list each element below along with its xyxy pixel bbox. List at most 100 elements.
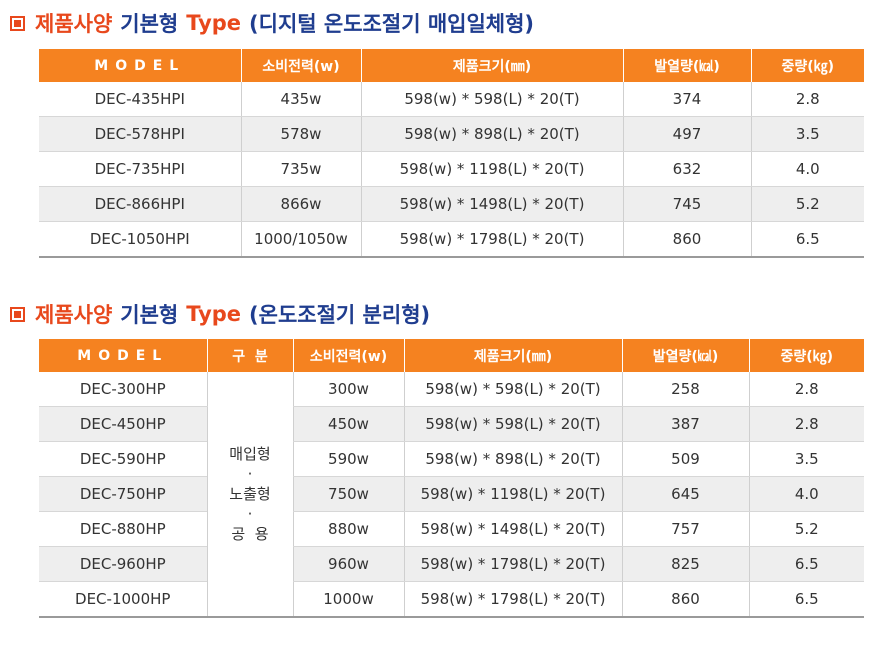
table-row: DEC-435HPI 435w 598(w) * 598(L) * 20(T) 374… <box>39 82 864 117</box>
heat-cell: 632 <box>622 151 751 187</box>
weight-cell: 2.8 <box>748 406 864 442</box>
power-cell: 960w <box>292 546 404 582</box>
heat-cell: 374 <box>622 82 751 117</box>
model-cell: DEC-435HPI <box>39 82 241 117</box>
size-cell: 598(w) * 1198(L) * 20(T) <box>403 476 622 512</box>
square-bullet-icon <box>10 15 25 31</box>
weight-cell: 3.5 <box>750 116 864 152</box>
header-heat: 발열량(㎉) <box>622 49 751 82</box>
power-cell: 735w <box>240 151 361 187</box>
table-row: DEC-960HP 960w 598(w) * 1798(L) * 20(T) 825… <box>39 546 864 582</box>
table-row: DEC-866HPI 866w 598(w) * 1498(L) * 20(T) 74… <box>39 186 864 222</box>
title-part-type: Type <box>186 302 242 326</box>
size-cell: 598(w) * 1498(L) * 20(T) <box>403 511 622 547</box>
model-cell: DEC-578HPI <box>39 116 241 152</box>
title-part-basic: 기본형 <box>120 303 179 327</box>
table-row: DEC-880HP 880w 598(w) * 1498(L) * 20(T) 757… <box>39 511 864 547</box>
title-part-desc: (디지털 온도조절기 매입일체형) <box>249 12 535 36</box>
size-cell: 598(w) * 1798(L) * 20(T) <box>403 581 622 618</box>
model-cell: DEC-1050HPI <box>39 221 241 258</box>
section2-title: 제품사양 기본형 Type (온도조절기 분리형) <box>10 299 430 329</box>
table-row: DEC-450HP 450w 598(w) * 598(L) * 20(T) 387 2… <box>39 406 864 442</box>
title-part-desc: (온도조절기 분리형) <box>249 303 431 327</box>
heat-cell: 860 <box>622 221 751 258</box>
category-line: · <box>247 465 253 483</box>
header-model: MODEL <box>39 49 241 82</box>
weight-cell: 2.8 <box>748 372 864 407</box>
size-cell: 598(w) * 898(L) * 20(T) <box>403 441 622 477</box>
weight-cell: 4.0 <box>748 476 864 512</box>
header-power: 소비전력(w) <box>292 339 404 372</box>
model-cell: DEC-750HP <box>39 476 207 512</box>
size-cell: 598(w) * 598(L) * 20(T) <box>360 82 623 117</box>
power-cell: 578w <box>240 116 361 152</box>
spec-table-integrated: MODEL 소비전력(w) 제품크기(㎜) 발열량(㎉) 중량(㎏) DEC-4… <box>39 49 864 258</box>
model-cell: DEC-735HPI <box>39 151 241 187</box>
heat-cell: 860 <box>621 581 749 618</box>
header-heat: 발열량(㎉) <box>621 339 749 372</box>
table-row: DEC-578HPI 578w 598(w) * 898(L) * 20(T) 497… <box>39 116 864 152</box>
header-weight: 중량(㎏) <box>750 49 864 82</box>
model-cell: DEC-880HP <box>39 511 207 547</box>
table-row: DEC-735HPI 735w 598(w) * 1198(L) * 20(T) 63… <box>39 151 864 187</box>
model-cell: DEC-300HP <box>39 372 207 407</box>
weight-cell: 5.2 <box>748 511 864 547</box>
table-header-row: MODEL 소비전력(w) 제품크기(㎜) 발열량(㎉) 중량(㎏) <box>39 49 864 82</box>
size-cell: 598(w) * 1798(L) * 20(T) <box>360 221 623 258</box>
heat-cell: 757 <box>621 511 749 547</box>
title-part-type: Type <box>186 11 242 35</box>
heat-cell: 509 <box>621 441 749 477</box>
weight-cell: 6.5 <box>750 221 864 258</box>
power-cell: 880w <box>292 511 404 547</box>
header-size: 제품크기(㎜) <box>403 339 622 372</box>
model-cell: DEC-866HPI <box>39 186 241 222</box>
weight-cell: 4.0 <box>750 151 864 187</box>
section1-title: 제품사양 기본형 Type (디지털 온도조절기 매입일체형) <box>10 8 534 38</box>
header-power: 소비전력(w) <box>240 49 361 82</box>
table-row: DEC-300HP 매입형 · 노출형 · 공 용 300w 598(w) * 598(L) … <box>39 372 864 618</box>
table-header-row: MODEL 구 분 소비전력(w) 제품크기(㎜) 발열량(㎉) 중량(㎏) <box>39 339 864 372</box>
power-cell: 450w <box>292 406 404 442</box>
title-part-basic: 기본형 <box>120 12 179 36</box>
table-row: DEC-1050HPI 1000/1050w 598(w) * 1798(L) * … <box>39 221 864 258</box>
size-cell: 598(w) * 1798(L) * 20(T) <box>403 546 622 582</box>
size-cell: 598(w) * 598(L) * 20(T) <box>403 406 622 442</box>
model-cell: DEC-450HP <box>39 406 207 442</box>
size-cell: 598(w) * 598(L) * 20(T) <box>403 372 622 407</box>
category-line: · <box>247 505 253 523</box>
weight-cell: 6.5 <box>748 581 864 618</box>
category-line: 노출형 <box>229 485 271 503</box>
table-row: DEC-590HP 590w 598(w) * 898(L) * 20(T) 509 3… <box>39 441 864 477</box>
size-cell: 598(w) * 898(L) * 20(T) <box>360 116 623 152</box>
size-cell: 598(w) * 1198(L) * 20(T) <box>360 151 623 187</box>
heat-cell: 258 <box>621 372 749 407</box>
header-model: MODEL <box>39 339 207 372</box>
power-cell: 1000w <box>292 581 404 618</box>
model-cell: DEC-1000HP <box>39 581 207 618</box>
size-cell: 598(w) * 1498(L) * 20(T) <box>360 186 623 222</box>
weight-cell: 6.5 <box>748 546 864 582</box>
heat-cell: 825 <box>621 546 749 582</box>
weight-cell: 5.2 <box>750 186 864 222</box>
heat-cell: 387 <box>621 406 749 442</box>
power-cell: 866w <box>240 186 361 222</box>
heat-cell: 645 <box>621 476 749 512</box>
title-part-spec: 제품사양 <box>35 12 113 36</box>
heat-cell: 745 <box>622 186 751 222</box>
category-line: 공 용 <box>231 525 269 543</box>
table-row: DEC-1000HP 1000w 598(w) * 1798(L) * 20(T) 8… <box>39 581 864 618</box>
weight-cell: 3.5 <box>748 441 864 477</box>
weight-cell: 2.8 <box>750 82 864 117</box>
power-cell: 750w <box>292 476 404 512</box>
power-cell: 300w <box>292 372 404 407</box>
header-weight: 중량(㎏) <box>748 339 864 372</box>
model-cell: DEC-960HP <box>39 546 207 582</box>
model-cell: DEC-590HP <box>39 441 207 477</box>
header-category: 구 분 <box>206 339 293 372</box>
heat-cell: 497 <box>622 116 751 152</box>
header-size: 제품크기(㎜) <box>360 49 623 82</box>
title-part-spec: 제품사양 <box>35 303 113 327</box>
power-cell: 435w <box>240 82 361 117</box>
power-cell: 1000/1050w <box>240 221 361 258</box>
square-bullet-icon <box>10 306 25 322</box>
